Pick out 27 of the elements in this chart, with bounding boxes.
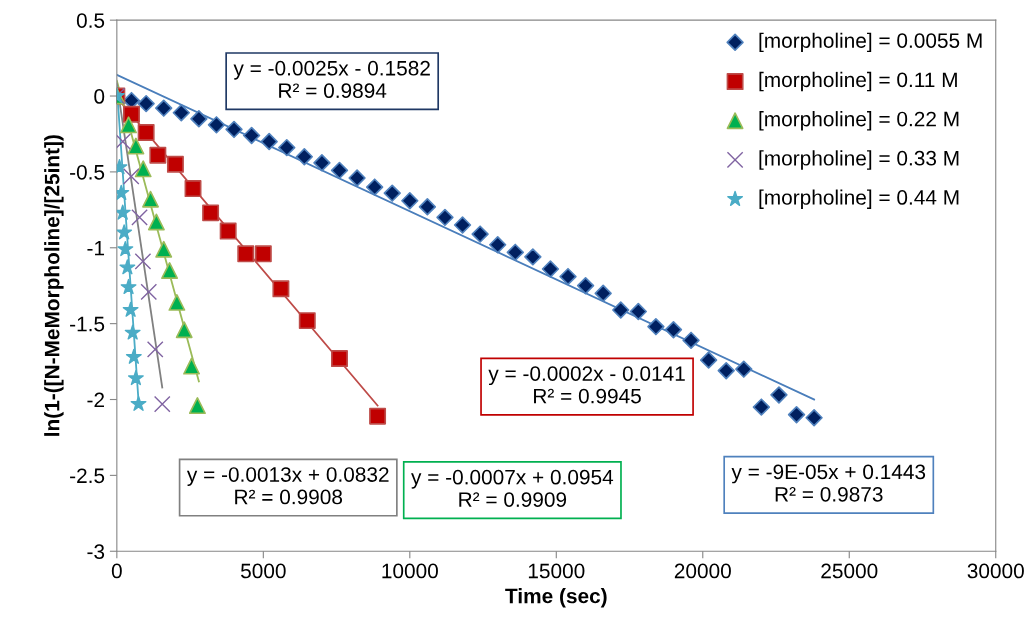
annotation: y = -0.0025x - 0.1582 R² = 0.9894: [233, 60, 430, 99]
x-tick-label: 15000: [528, 563, 585, 579]
x-tick-label: 5000: [240, 563, 286, 579]
annotation: y = -9E-05x + 0.1443 R² = 0.9873: [731, 464, 926, 502]
y-tick-label: -0.5: [70, 164, 105, 180]
y-tick-label: -1: [87, 240, 105, 256]
annotation: y = -0.0002x - 0.0141 R² = 0.9945: [488, 366, 685, 404]
x-tick-label: 10000: [382, 563, 438, 579]
y-tick-label: -3: [87, 544, 105, 559]
legend-label: [morpholine] = 0.22 M: [759, 111, 959, 131]
x-tick-label: 25000: [821, 563, 878, 579]
y-tick-label: -2: [87, 392, 104, 408]
x-tick-label: 20000: [674, 563, 731, 579]
y-tick-label: -2.5: [70, 468, 105, 484]
legend-label: [morpholine] = 0.11 M: [759, 71, 957, 92]
annotation: y = -0.0007x + 0.0954 R² = 0.9909: [411, 469, 614, 507]
y-tick-label: 0.5: [76, 13, 105, 28]
y-tick-label: 0: [94, 89, 105, 104]
x-tick-label: 30000: [967, 563, 1024, 579]
x-axis-title: Time (sec): [505, 588, 607, 608]
x-tick-label: 0: [111, 563, 122, 579]
annotation: y = -0.0013x + 0.0832 R² = 0.9908: [186, 467, 389, 505]
legend-label: [morpholine] = 0.44 M: [759, 189, 959, 209]
legend-label: [morpholine] = 0.0055 M: [759, 32, 982, 53]
legend-label: [morpholine] = 0.33 M: [759, 150, 959, 170]
y-axis-title: ln(1-([N-MeMorpholine]/[25int]): [44, 135, 64, 436]
y-tick-label: -1.5: [70, 316, 105, 332]
